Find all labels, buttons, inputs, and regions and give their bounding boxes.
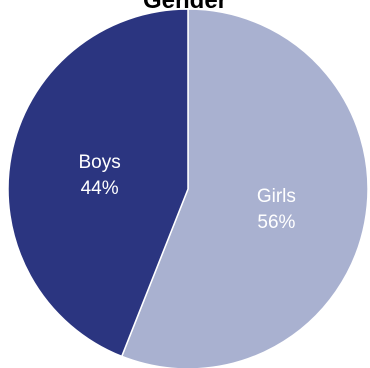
slice-label-girls: Girls (257, 186, 296, 207)
pie-slices (7, 8, 369, 368)
slice-value-boys: 44% (81, 178, 119, 199)
pie-labels: Girls 56% Boys 44% (78, 152, 295, 233)
slice-label-boys: Boys (78, 152, 120, 173)
pie-slice-boys (7, 8, 189, 358)
slice-value-girls: 56% (257, 212, 295, 233)
